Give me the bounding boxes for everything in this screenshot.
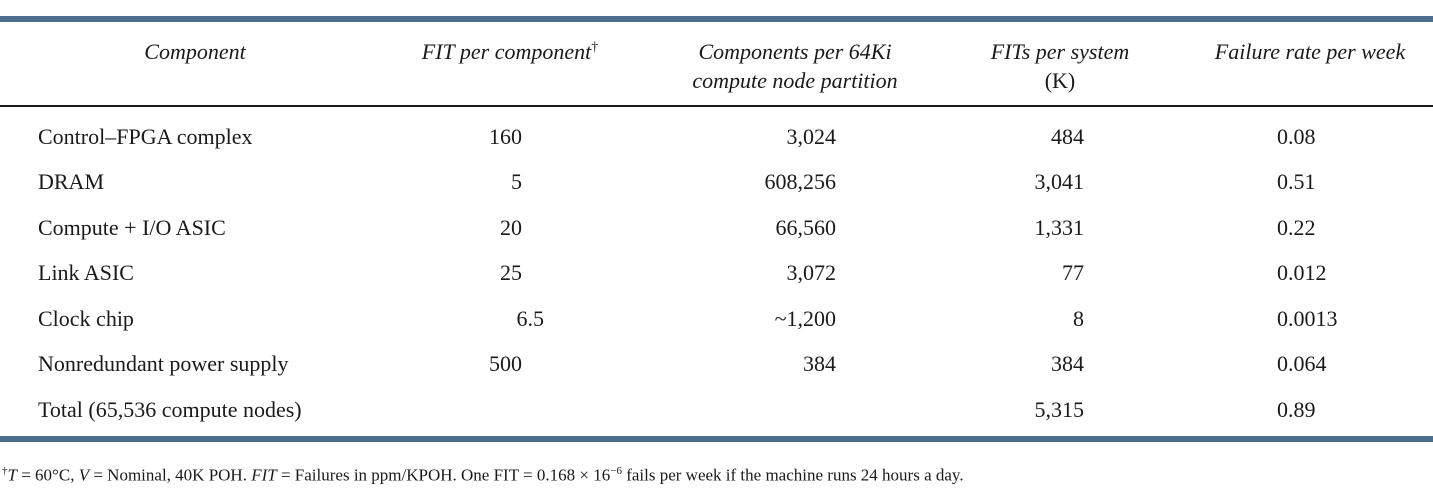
footnote-fit-def: = Failures in ppm/KPOH. One FIT = 0.168 … — [276, 465, 611, 485]
header-component: Component — [80, 37, 310, 66]
cell-component: Clock chip — [38, 306, 134, 331]
header-fit-label: FIT per component — [421, 39, 592, 64]
cell-count: 3,072 — [786, 260, 837, 285]
cell-count: 3,024 — [786, 124, 837, 149]
cell-fits: 5,315 — [1034, 397, 1085, 422]
footnote-marker: † — [591, 40, 599, 55]
cell-rate: 0.064 — [1277, 351, 1327, 376]
table-row: DRAM 5 608,256 3,041 0.51 — [0, 167, 1433, 197]
cell-fit: 160 — [489, 124, 522, 149]
header-components-per-partition: Components per 64Ki compute node partiti… — [660, 37, 930, 95]
footnote-exponent: −6 — [610, 465, 622, 477]
cell-component: Compute + I/O ASIC — [38, 215, 226, 240]
table-bottom-rule — [0, 436, 1433, 442]
header-fits-unit: (K) — [1044, 68, 1076, 93]
footnote-t-var: T — [7, 465, 17, 485]
cell-fit: 500 — [489, 351, 522, 376]
cell-fits: 1,331 — [1034, 215, 1085, 240]
cell-rate: 0.22 — [1277, 215, 1316, 240]
cell-rate: 0.89 — [1277, 397, 1316, 422]
table-row: Compute + I/O ASIC 20 66,560 1,331 0.22 — [0, 213, 1433, 243]
header-components-line2: compute node partition — [692, 68, 898, 93]
cell-fit: 20 — [500, 215, 522, 240]
cell-component: Link ASIC — [38, 260, 134, 285]
footnote-tail: fails per week if the machine runs 24 ho… — [621, 465, 964, 485]
cell-rate: 0.012 — [1277, 260, 1327, 285]
cell-fits: 3,041 — [1034, 169, 1085, 194]
table-row: Control–FPGA complex 160 3,024 484 0.08 — [0, 122, 1433, 152]
cell-count: ~1,200 — [774, 306, 836, 331]
table-row: Nonredundant power supply 500 384 384 0.… — [0, 349, 1433, 379]
cell-component: Nonredundant power supply — [38, 351, 289, 376]
cell-count: 608,256 — [764, 169, 837, 194]
footnote-v-value: = Nominal, 40K POH. — [89, 465, 252, 485]
header-rate-label: Failure rate per week — [1214, 39, 1406, 64]
table-row: Link ASIC 25 3,072 77 0.012 — [0, 258, 1433, 288]
cell-component: Control–FPGA complex — [38, 124, 253, 149]
cell-component: Total (65,536 compute nodes) — [38, 397, 302, 422]
footnote-t-value: = 60°C, — [16, 465, 79, 485]
footnote-marker-symbol: † — [2, 465, 8, 477]
footnote-fit-var: FIT — [251, 465, 277, 485]
header-component-label: Component — [144, 39, 246, 64]
table-row-total: Total (65,536 compute nodes) 5,315 0.89 — [0, 395, 1433, 425]
header-failure-rate: Failure rate per week — [1190, 37, 1430, 66]
table-top-rule — [0, 16, 1433, 22]
cell-fits: 384 — [1051, 351, 1084, 376]
cell-fits: 8 — [1073, 306, 1084, 331]
cell-component: DRAM — [38, 169, 105, 194]
cell-fits: 77 — [1062, 260, 1084, 285]
header-components-line1: Components per 64Ki — [698, 39, 892, 64]
header-fits-per-system: FITs per system (K) — [940, 37, 1180, 95]
cell-rate: 0.08 — [1277, 124, 1316, 149]
footnote-v-var: V — [78, 465, 90, 485]
cell-rate: 0.51 — [1277, 169, 1316, 194]
header-rule — [0, 105, 1433, 107]
cell-fit: 25 — [500, 260, 522, 285]
header-fit-per-component: FIT per component† — [380, 37, 640, 66]
header-fits-label: FITs per system — [990, 39, 1130, 64]
cell-rate: 0.0013 — [1277, 306, 1338, 331]
cell-fit: 5 — [511, 169, 522, 194]
cell-fits: 484 — [1051, 124, 1084, 149]
table-footnote: †T = 60°C, V = Nominal, 40K POH. FIT = F… — [2, 460, 964, 487]
cell-count: 384 — [803, 351, 836, 376]
cell-fit: 6.5 — [516, 306, 545, 331]
cell-count: 66,560 — [775, 215, 837, 240]
table-row: Clock chip 6.5 ~1,200 8 0.0013 — [0, 304, 1433, 334]
